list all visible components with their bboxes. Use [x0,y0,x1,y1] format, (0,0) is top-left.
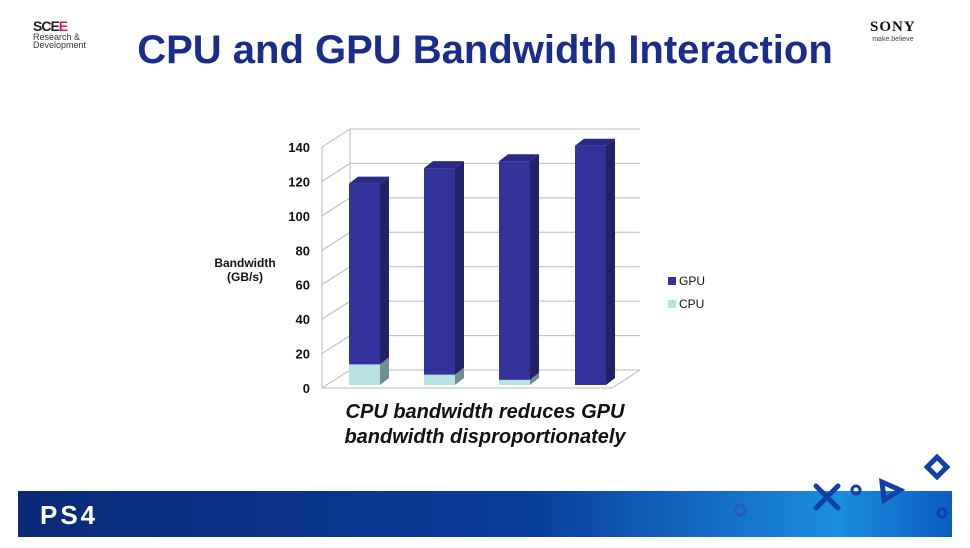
bar-cpu [424,374,455,385]
bar-gpu [575,145,606,385]
circle-icon [850,484,862,496]
bar-side-gpu [380,176,389,365]
gridline-depth [321,300,351,320]
bar-top-gpu [349,176,389,184]
y-axis-title-line1: Bandwidth [214,256,276,270]
caption: CPU bandwidth reduces GPU bandwidth disp… [0,400,970,450]
gridline-depth [321,163,351,182]
bar-side-gpu [606,138,615,385]
gridline-depth [321,128,351,148]
y-tick-label: 60 [296,278,310,293]
bar-side-cpu [455,367,464,385]
caption-line2: bandwidth disproportionately [344,426,626,448]
ps4-banner [18,491,952,537]
bar-top-gpu [424,161,464,169]
gridline-depth [321,369,351,389]
caption-line1: CPU bandwidth reduces GPU [345,401,625,423]
bar-gpu [349,183,380,365]
triangle-icon [879,477,906,505]
y-tick-label: 20 [296,347,310,362]
playstation-shapes-decoration [733,453,951,519]
y-axis-title-line2: (GB/s) [227,270,263,284]
bar-side-cpu [530,372,539,385]
legend-label-gpu: GPU [679,274,705,288]
y-tick-label: 140 [288,140,310,155]
bar-gpu [499,161,530,380]
slide-title: CPU and GPU Bandwidth Interaction [137,28,833,72]
floor-right-edge [611,369,641,389]
bar-top-gpu [575,138,615,146]
legend-label-cpu: CPU [679,297,704,311]
y-tick-label: 0 [303,381,310,396]
y-tick-label: 40 [296,312,310,327]
legend-swatch-gpu [668,277,676,285]
y-tick-label: 100 [288,209,310,224]
gridline-depth [321,231,351,251]
bar-side-gpu [455,161,464,375]
bar-cpu [499,379,530,385]
sony-logo: SONY make.believe [870,19,916,43]
y-tick-label: 80 [296,243,310,258]
gridline-depth [321,335,351,354]
y-axis-title: Bandwidth (GB/s) [205,256,285,284]
bar-top-gpu [499,154,539,162]
square-icon [923,453,951,481]
bar-side-cpu [380,357,389,385]
bar-cpu [349,364,380,385]
gridline-depth [321,266,351,286]
bar-gpu [424,168,455,375]
cross-icon [813,483,841,511]
bar-side-gpu [530,154,539,380]
gridline-depth [321,197,351,217]
scee-logo: SCEE Research & Development [33,18,87,50]
legend-swatch-cpu [668,300,676,308]
y-tick-label: 120 [288,174,310,189]
ps4-logo: PS4 [40,500,99,530]
